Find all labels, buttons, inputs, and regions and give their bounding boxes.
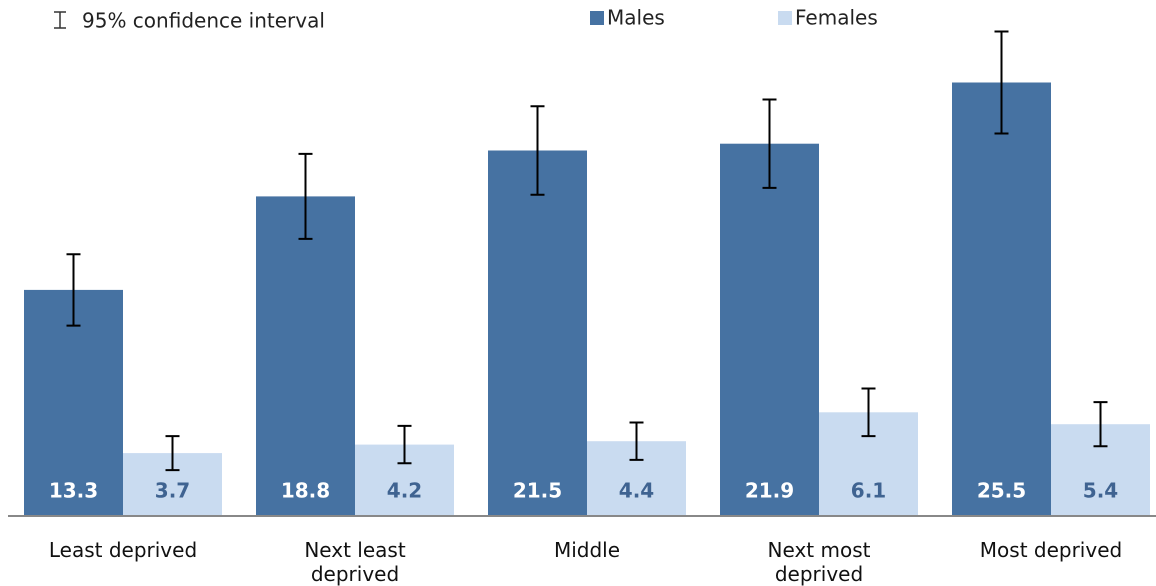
error-bar [994, 30, 1009, 135]
x-tick-label: Least deprived [48, 538, 198, 562]
legend-label: Females [795, 6, 878, 30]
value-label: 25.5 [977, 479, 1026, 503]
legend-swatch [590, 11, 604, 25]
error-bar [165, 435, 180, 472]
error-bar [762, 98, 777, 189]
error-legend-icon [54, 11, 66, 29]
error-legend-text: 95% confidence interval [82, 9, 325, 33]
legend-swatch [778, 11, 792, 25]
bar [256, 196, 355, 516]
error-bar [629, 421, 644, 461]
error-bar [861, 387, 876, 438]
value-label: 4.4 [619, 479, 654, 503]
bar [952, 82, 1051, 516]
value-label: 4.2 [387, 479, 422, 503]
error-bar [1093, 401, 1108, 448]
legend-label: Males [607, 6, 665, 30]
x-tick-label: Middle [553, 538, 621, 562]
value-label: 21.9 [745, 479, 794, 503]
bar [488, 150, 587, 516]
value-label: 6.1 [851, 479, 886, 503]
error-bar [298, 152, 313, 240]
value-label: 3.7 [155, 479, 190, 503]
value-label: 18.8 [281, 479, 330, 503]
value-label: 13.3 [49, 479, 98, 503]
x-tick-label: Next most deprived [767, 538, 871, 586]
error-bar [397, 424, 412, 465]
bar [24, 289, 123, 516]
bar [720, 143, 819, 516]
x-tick-label: Most deprived [979, 538, 1123, 562]
error-bar [530, 105, 545, 196]
value-label: 21.5 [513, 479, 562, 503]
error-bar [66, 253, 81, 327]
value-label: 5.4 [1083, 479, 1118, 503]
x-tick-label: Next least deprived [304, 538, 406, 586]
